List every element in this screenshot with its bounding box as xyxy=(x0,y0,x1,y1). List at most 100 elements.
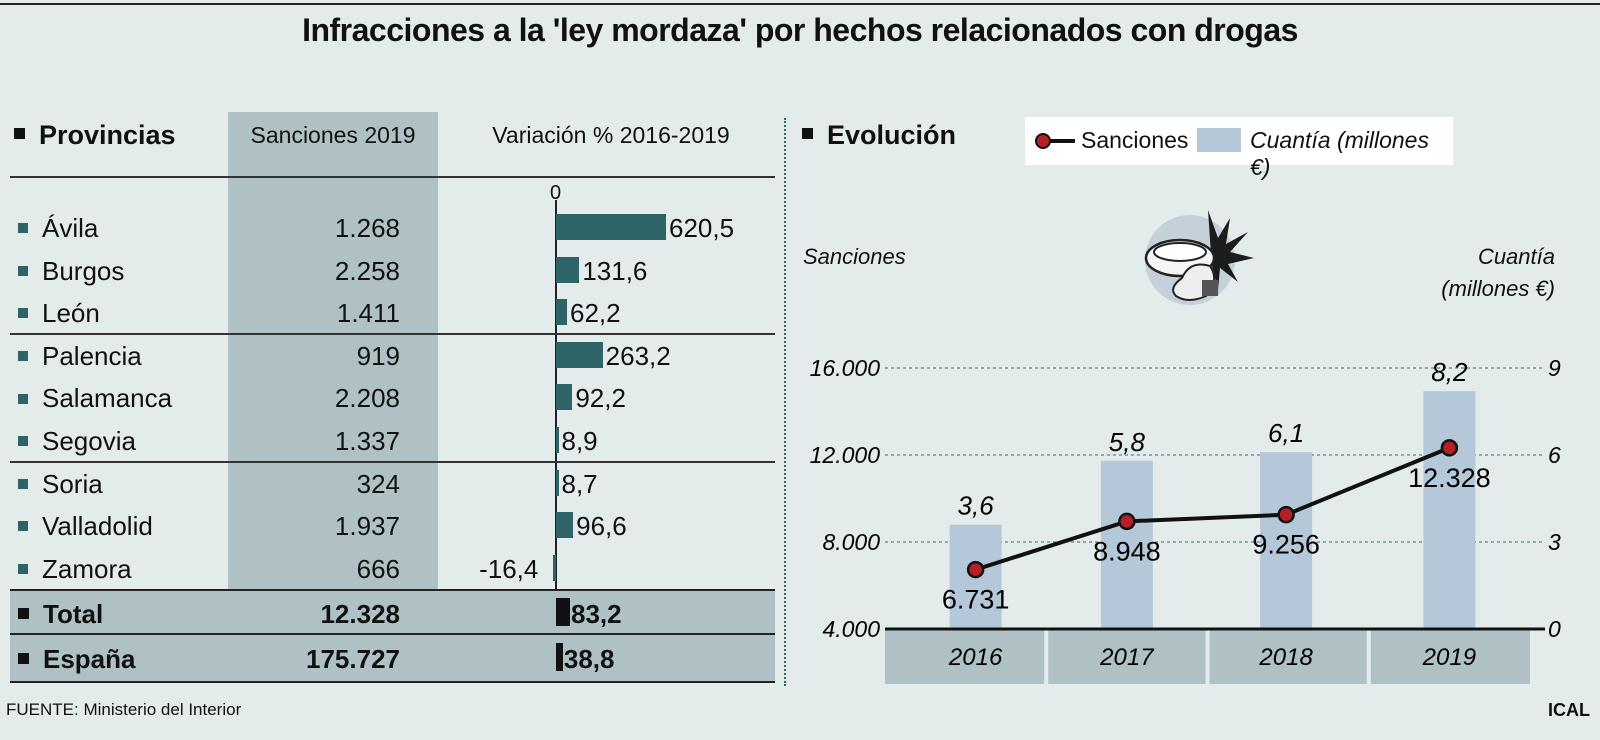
legend-cuantia-label: Cuantía (millones €) xyxy=(1250,127,1429,180)
variation-bar xyxy=(556,512,574,539)
cuantia-bar xyxy=(1260,452,1313,629)
variation-bar xyxy=(556,469,559,496)
province-sanciones: 666 xyxy=(356,553,400,584)
table-row: Segovia 1.337 8,9 xyxy=(10,418,790,461)
square-bullet-icon xyxy=(18,521,28,532)
variation-bar xyxy=(556,214,666,240)
square-bullet-icon xyxy=(802,128,813,140)
table-row: Palencia 919 263,2 xyxy=(10,333,790,376)
sanciones-point-label: 12.328 xyxy=(1408,463,1491,493)
square-bullet-icon xyxy=(14,128,25,140)
legend-bar-swatch-icon xyxy=(1197,128,1241,152)
variation-bar xyxy=(553,554,556,581)
espana-variation-label: 38,8 xyxy=(563,644,615,674)
variation-bar xyxy=(556,384,573,411)
left-tick-label: 16.000 xyxy=(810,355,881,381)
province-name: Salamanca xyxy=(42,383,173,414)
sanciones-line xyxy=(975,446,1451,572)
evolution-chart: 4.000 8.000 12.000 16.000 0 3 6 9 2016 2017 2018 20… xyxy=(810,355,1561,684)
province-sanciones: 1.268 xyxy=(334,213,400,243)
province-name: Soria xyxy=(42,468,103,499)
square-bullet-icon xyxy=(18,478,28,489)
square-bullet-icon xyxy=(18,563,28,574)
source-note: FUENTE: Ministerio del Interior xyxy=(6,700,242,719)
sanciones-point xyxy=(1118,512,1136,531)
province-sanciones: 2.258 xyxy=(334,255,400,286)
sanciones-point-label: 9.256 xyxy=(1252,530,1320,560)
province-name: Valladolid xyxy=(42,511,153,542)
cuantia-bar-label: 8,2 xyxy=(1431,357,1468,387)
totals-bottom-rule xyxy=(10,681,775,683)
year-label: 2016 xyxy=(948,644,1003,671)
total-row: Total 12.328 83,2 xyxy=(10,591,790,634)
group-divider-2 xyxy=(10,461,775,463)
variation-label: 263,2 xyxy=(605,340,671,371)
panel-separator xyxy=(784,118,786,686)
total-name: Total xyxy=(43,599,104,629)
sanciones-column-header: Sanciones 2019 xyxy=(250,122,416,148)
right-axis-title-line2: (millones €) xyxy=(1441,276,1555,301)
year-label: 2018 xyxy=(1258,644,1313,671)
province-name: León xyxy=(42,298,100,329)
cuantia-bar-label: 3,6 xyxy=(958,491,995,521)
square-bullet-icon xyxy=(18,393,28,404)
header-divider xyxy=(10,176,775,178)
cuantia-bar-label: 6,1 xyxy=(1268,418,1304,448)
sanciones-point xyxy=(966,560,985,579)
group-divider-1 xyxy=(10,333,775,335)
left-axis-title: Sanciones xyxy=(803,244,906,269)
cuantia-bar xyxy=(1100,460,1153,629)
sanciones-point-label: 6.731 xyxy=(942,585,1010,615)
espana-variation-bar xyxy=(556,643,563,671)
right-tick-label: 6 xyxy=(1548,442,1561,468)
province-sanciones: 1.411 xyxy=(336,298,400,329)
right-axis-title-line1: Cuantía xyxy=(1477,244,1555,269)
left-tick-label: 4.000 xyxy=(822,616,880,642)
square-bullet-icon xyxy=(18,308,28,319)
espana-row: España 175.727 38,8 xyxy=(10,636,790,679)
province-sanciones: 1.337 xyxy=(334,426,400,456)
sanciones-point-label: 8.948 xyxy=(1093,536,1161,566)
province-sanciones: 324 xyxy=(356,468,400,499)
variation-label: 92,2 xyxy=(575,383,626,414)
sanciones-column-bg xyxy=(228,112,438,590)
right-tick-label: 0 xyxy=(1548,616,1561,642)
variation-label: 131,6 xyxy=(582,255,648,286)
variation-zero-label: 0 xyxy=(550,182,562,204)
variation-label: 62,2 xyxy=(570,298,621,329)
table-row: Ávila 1.268 620,5 xyxy=(10,205,790,248)
square-bullet-icon xyxy=(18,436,28,447)
provincias-header: Provincias xyxy=(14,120,176,151)
province-name: Ávila xyxy=(42,213,99,243)
totals-top-rule xyxy=(10,589,775,591)
totals-background xyxy=(10,589,775,681)
table-row: León 1.411 62,2 xyxy=(10,290,790,333)
top-rule xyxy=(0,3,1600,5)
brand-logo: ICAL xyxy=(1548,700,1590,720)
espana-name: España xyxy=(43,644,136,674)
left-tick-label: 8.000 xyxy=(822,529,880,555)
province-name: Palencia xyxy=(42,340,142,371)
variation-bar xyxy=(556,256,580,283)
province-name: Burgos xyxy=(42,255,125,286)
total-sanciones: 12.328 xyxy=(320,599,400,629)
variacion-column-header: Variación % 2016-2019 xyxy=(492,122,730,148)
year-label: 2017 xyxy=(1099,644,1155,671)
legend: Sanciones Cuantía (millones €) xyxy=(1025,117,1453,180)
right-tick-label: 3 xyxy=(1548,529,1561,555)
table-row: Soria 324 8,7 xyxy=(10,461,790,504)
right-tick-label: 9 xyxy=(1548,355,1561,381)
variation-bar xyxy=(556,427,559,453)
left-tick-label: 12.000 xyxy=(810,442,881,468)
year-label: 2019 xyxy=(1422,644,1476,671)
province-sanciones: 1.937 xyxy=(334,511,400,542)
sanciones-point xyxy=(1440,439,1459,457)
legend-sanciones-label: Sanciones xyxy=(1081,127,1189,153)
square-bullet-icon xyxy=(18,223,28,234)
square-bullet-icon xyxy=(18,350,28,361)
legend-line-marker-icon xyxy=(1035,133,1075,149)
espana-sanciones: 175.727 xyxy=(306,644,400,674)
square-bullet-icon xyxy=(18,607,29,619)
variation-label: 8,9 xyxy=(561,426,598,456)
evolucion-header: Evolución xyxy=(802,120,956,151)
